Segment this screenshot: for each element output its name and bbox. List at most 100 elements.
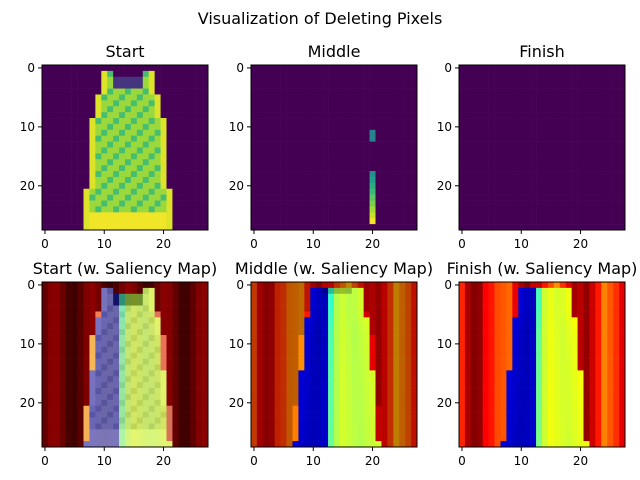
pixel-cell <box>595 323 602 330</box>
pixel-cell <box>328 194 335 201</box>
pixel-cell <box>589 435 596 442</box>
pixel-cell <box>178 135 185 142</box>
pixel-cell <box>619 382 626 389</box>
pixel-cell <box>470 76 478 83</box>
pixel-cell <box>476 212 484 219</box>
pixel-cell <box>77 159 84 166</box>
pixel-cell <box>47 206 55 213</box>
pixel-cell <box>571 323 578 330</box>
pixel-cell <box>280 94 287 101</box>
pixel-cell <box>47 305 55 312</box>
pixel-cell <box>286 176 293 184</box>
pixel-cell <box>601 429 608 436</box>
pixel-cell <box>280 159 287 166</box>
pixel-cell <box>89 218 96 225</box>
pixel-cell <box>166 135 173 142</box>
pixel-cell <box>178 70 185 78</box>
pixel-cell <box>71 153 78 160</box>
pixel-cell <box>148 382 155 389</box>
pixel-cell <box>172 299 179 306</box>
pixel-cell <box>601 82 608 89</box>
pixel-cell <box>95 176 102 184</box>
pixel-cell <box>95 335 102 342</box>
pixel-cell <box>154 417 161 424</box>
pixel-cell <box>589 364 596 371</box>
pixel-cell <box>351 135 359 142</box>
pixel-cell <box>136 441 144 448</box>
pixel-cell <box>577 393 584 401</box>
pixel-cell <box>125 88 132 95</box>
pixel-cell <box>613 399 620 407</box>
pixel-cell <box>184 129 191 137</box>
pixel-cell <box>142 340 150 348</box>
pixel-cell <box>405 411 412 418</box>
pixel-cell <box>304 224 311 231</box>
pixel-cell <box>482 376 489 383</box>
pixel-cell <box>119 335 126 342</box>
pixel-cell <box>154 441 161 448</box>
pixel-cell <box>77 282 84 289</box>
pixel-cell <box>95 417 102 424</box>
pixel-cell <box>524 399 531 407</box>
pixel-cell <box>292 100 299 107</box>
pixel-cell <box>107 123 114 131</box>
pixel-cell <box>482 423 489 430</box>
pixel-cell <box>363 340 370 348</box>
pixel-cell <box>328 182 335 190</box>
pixel-cell <box>619 329 626 336</box>
pixel-cell <box>274 171 281 178</box>
pixel-cell <box>190 364 197 371</box>
pixel-cell <box>619 106 626 113</box>
pixel-cell <box>577 417 584 424</box>
pixel-cell <box>71 88 78 95</box>
pixel-cell <box>328 340 335 348</box>
pixel-cell <box>351 188 359 195</box>
pixel-cell <box>268 182 276 190</box>
pixel-cell <box>160 224 167 231</box>
pixel-cell <box>101 118 108 125</box>
pixel-cell <box>136 352 144 359</box>
axes-frame <box>41 281 209 448</box>
pixel-cell <box>172 417 179 424</box>
pixel-cell <box>160 112 167 119</box>
pixel-cell <box>399 159 406 166</box>
pixel-cell <box>536 147 543 154</box>
pixel-cell <box>375 311 382 318</box>
pixel-cell <box>286 76 293 83</box>
pixel-cell <box>553 141 561 148</box>
pixel-cell <box>268 82 276 89</box>
pixel-cell <box>166 435 173 442</box>
pixel-cell <box>310 376 317 383</box>
pixel-cell <box>345 147 353 154</box>
pixel-cell <box>148 88 155 95</box>
pixel-cell <box>387 141 394 148</box>
pixel-cell <box>202 224 209 231</box>
pixel-cell <box>530 200 537 207</box>
pixel-cell <box>190 147 197 154</box>
pixel-cell <box>334 388 341 395</box>
pixel-cell <box>322 358 329 365</box>
pixel-cell <box>411 388 418 395</box>
pixel-cell <box>345 129 353 137</box>
pixel-cell <box>542 147 549 154</box>
pixel-cell <box>125 194 132 201</box>
pixel-cell <box>101 106 108 113</box>
pixel-cell <box>334 399 341 407</box>
pixel-cell <box>334 352 341 359</box>
pixel-cell <box>339 435 347 442</box>
pixel-cell <box>470 129 478 137</box>
pixel-cell <box>405 123 412 131</box>
pixel-cell <box>559 346 567 354</box>
pixel-cell <box>160 287 167 295</box>
pixel-cell <box>459 323 466 330</box>
pixel-cell <box>565 423 572 430</box>
pixel-cell <box>619 311 626 318</box>
pixel-cell <box>607 287 614 295</box>
pixel-cell <box>334 335 341 342</box>
pixel-cell <box>142 346 150 354</box>
pixel-cell <box>160 441 167 448</box>
pixel-cell <box>47 393 55 401</box>
pixel-cell <box>411 335 418 342</box>
pixel-cell <box>166 370 173 377</box>
pixel-cell <box>524 176 531 184</box>
